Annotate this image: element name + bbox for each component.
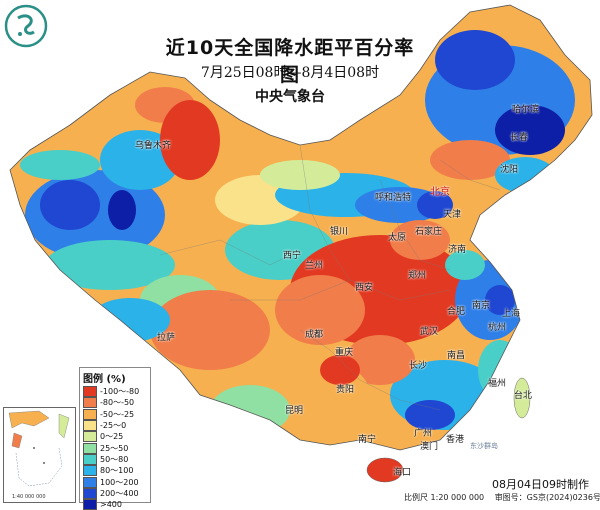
- city-label-wuhan: 武汉: [420, 327, 439, 337]
- legend-item: >400: [83, 499, 150, 510]
- city-label-chengdu: 成都: [305, 330, 324, 340]
- legend-swatch: [83, 442, 97, 454]
- legend-label: -25～0: [100, 421, 127, 431]
- legend-label: -50～-25: [100, 409, 135, 419]
- legend-label: 200～400: [100, 488, 139, 498]
- city-label-nanning: 南宁: [358, 435, 377, 445]
- city-label-yinchuan: 银川: [330, 227, 349, 237]
- city-label-beijing: 北京: [430, 187, 450, 198]
- city-label-shijiazhuang: 石家庄: [415, 227, 443, 237]
- city-label-tianjin: 天津: [443, 210, 462, 220]
- city-label-xian: 西安: [355, 283, 374, 293]
- legend-item: 80～100: [83, 465, 150, 477]
- city-label-hohhot: 呼和浩特: [375, 193, 412, 203]
- legend-item: -100～-80: [83, 386, 150, 398]
- review-number: 审图号：GS京(2024)0236号: [494, 493, 600, 502]
- city-label-changsha: 长沙: [409, 361, 428, 371]
- city-label-haikou: 海口: [393, 468, 412, 478]
- legend-item: -50～-25: [83, 408, 150, 420]
- legend-swatch: [83, 397, 97, 409]
- city-label-guiyang: 贵阳: [336, 385, 355, 395]
- legend-item: 0～25: [83, 431, 150, 443]
- legend-item: 200～400: [83, 487, 150, 499]
- legend-label: 0～25: [100, 432, 124, 442]
- city-label-macau: 澳门: [420, 442, 439, 452]
- agency-name: 中央气象台: [255, 89, 325, 105]
- city-label-taipei: 台北: [514, 391, 533, 401]
- city-label-shanghai: 上海: [502, 309, 521, 319]
- legend-swatch: [83, 476, 97, 488]
- scale-text: 比例尺 1:20 000 000: [404, 493, 485, 502]
- legend-swatch: [83, 465, 97, 477]
- city-label-xining: 西宁: [283, 251, 302, 261]
- city-label-taiyuan: 太原: [388, 233, 407, 243]
- legend-label: -100～-80: [100, 387, 140, 397]
- legend-swatch: [83, 453, 97, 465]
- city-label-nanjing: 南京: [472, 301, 491, 311]
- city-label-urumqi: 乌鲁木齐: [135, 141, 172, 151]
- legend-item: 25～50: [83, 442, 150, 454]
- map-footer: 比例尺 1:20 000 000 审图号：GS京(2024)0236号: [404, 492, 600, 503]
- legend-item: 100～200: [83, 476, 150, 488]
- city-label-dongsha: 东沙群岛: [470, 442, 498, 450]
- city-label-chongqing: 重庆: [335, 348, 354, 358]
- legend-swatch: [83, 487, 97, 499]
- legend-item: 50～80: [83, 453, 150, 465]
- legend-swatch: [83, 420, 97, 432]
- city-label-guangzhou: 广州: [414, 429, 433, 439]
- legend-label: 100～200: [100, 477, 139, 487]
- city-label-zhengzhou: 郑州: [408, 271, 427, 281]
- city-label-lanzhou: 兰州: [305, 261, 324, 271]
- south-china-sea-inset: 1:40 000 000: [3, 407, 76, 503]
- city-label-hangzhou: 杭州: [488, 323, 507, 333]
- legend-title: 图例 (%): [83, 374, 126, 385]
- legend-label: 50～80: [100, 454, 129, 464]
- city-label-jinan: 济南: [448, 245, 467, 255]
- legend-item: -25～0: [83, 420, 150, 432]
- agency-logo-icon: [4, 4, 48, 48]
- legend-label: 25～50: [100, 443, 129, 453]
- legend-swatch: [83, 408, 97, 420]
- city-label-fuzhou: 福州: [488, 379, 507, 389]
- inset-map-graphic: [8, 410, 70, 487]
- legend-swatch: [83, 499, 97, 510]
- legend-swatch: [83, 386, 97, 398]
- city-label-harbin: 哈尔滨: [512, 105, 540, 115]
- legend: 图例 (%) -100～-80 -80～-50 -50～-25 -25～0 0～25 25…: [79, 367, 151, 510]
- map-title: 近10天全国降水距平百分率图: [165, 37, 415, 86]
- issue-time: 08月04日09时制作: [492, 478, 589, 491]
- city-label-hongkong: 香港: [446, 435, 465, 445]
- legend-label: 80～100: [100, 466, 134, 476]
- city-label-changchun: 长春: [510, 133, 529, 143]
- inset-scale: 1:40 000 000: [12, 494, 46, 500]
- city-label-kunming: 昆明: [285, 406, 304, 416]
- city-label-lhasa: 拉萨: [157, 333, 176, 343]
- map-subtitle: 7月25日08时—8月4日08时: [200, 65, 380, 81]
- city-label-shenyang: 沈阳: [500, 165, 519, 175]
- city-label-nanchang: 南昌: [447, 351, 466, 361]
- legend-label: >400: [100, 500, 122, 510]
- city-label-hefei: 合肥: [447, 307, 466, 317]
- legend-label: -80～-50: [100, 398, 135, 408]
- legend-item: -80～-50: [83, 397, 150, 409]
- legend-swatch: [83, 431, 97, 443]
